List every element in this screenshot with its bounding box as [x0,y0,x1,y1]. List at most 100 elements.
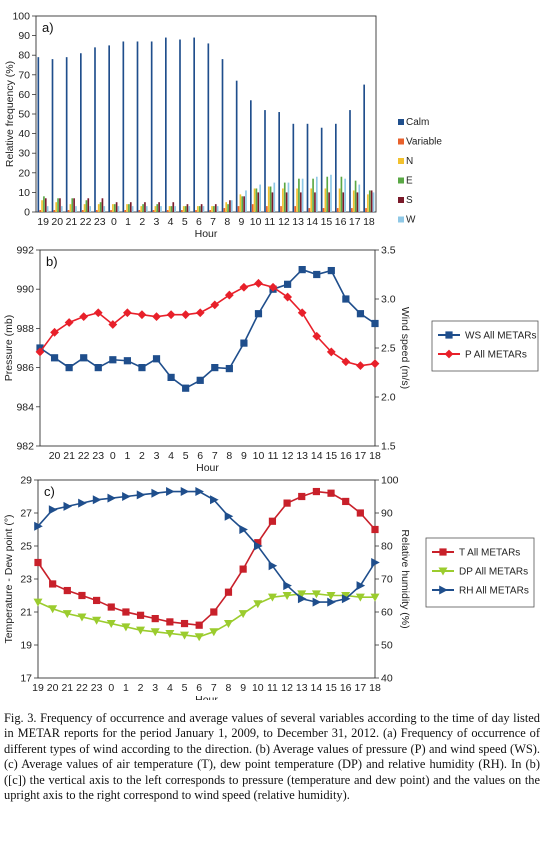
point-dp-all-metars-18 [370,593,380,602]
point-dp-all-metars-3 [150,628,160,637]
bar-n-4 [168,206,171,212]
point-rh-all-metars-3 [151,488,161,498]
bar-variable-13 [294,206,297,212]
x-tick-label: 20 [47,682,59,694]
bar-s-11 [271,192,274,212]
bar-e-13 [298,178,300,212]
point-ws-all-metars-22 [80,354,88,362]
x-tick-label: 0 [110,450,116,462]
point-dp-all-metars-11 [267,593,277,602]
bar-e-7 [213,206,215,212]
y-tick-label: 90 [18,30,30,42]
figure: 0 10 20 30 40 50 60 70 80 90 100 a) Relative frequen… [3,11,539,700]
x-tick-label: 6 [197,450,203,462]
bar-calm-2 [136,41,139,213]
point-t-all-metars-12 [283,499,291,507]
legend-label-s: S [406,195,413,206]
x-tick-label: 1 [123,682,129,694]
bar-variable-18 [365,208,367,212]
point-p-all-metars-13 [297,308,307,318]
point-ws-all-metars-20 [50,354,59,362]
bar-variable-11 [266,206,268,212]
y-tick-label: 988 [16,323,34,335]
bar-calm-15 [320,127,323,212]
bar-n-13 [296,188,298,212]
y-tick-label: 40 [18,128,30,140]
series-line-ws-all-metars [39,268,376,390]
legend-swatch-variable [398,138,404,145]
x-tick-label: 2 [139,450,145,462]
y-tick-label: 20 [18,167,30,179]
bar-calm-17 [349,110,351,212]
x-tick-label: 7 [212,450,218,462]
point-ws-all-metars-4 [167,373,175,381]
x-tick-label: 12 [282,450,294,462]
bar-e-21 [71,198,74,212]
bar-variable-22 [81,210,84,212]
bar-e-18 [368,190,371,212]
point-rh-all-metars-19 [34,521,43,531]
x-tick-label: 4 [168,450,174,462]
point-p-all-metars-1 [122,308,132,318]
plot-frame [37,479,376,679]
y-tick-label: 992 [16,245,34,257]
bar-w-12 [287,182,290,212]
bar-s-8 [229,200,231,212]
series-line-t-all-metars [37,490,376,627]
bar-e-6 [198,206,201,212]
point-t-all-metars-0 [107,603,115,611]
x-tick-label: 16 [340,450,352,462]
x-tick-label: 3 [152,682,158,694]
y-tick-label: 17 [20,673,32,685]
bar-s-15 [328,192,330,212]
legend-swatch-e [398,177,404,184]
bar-w-13 [301,178,304,212]
legend-label-ws-all-metars: WS All METARs [465,331,536,342]
point-dp-all-metars-19 [33,598,43,607]
legend-swatch-w [398,216,404,223]
bar-n-9 [239,194,242,212]
point-dp-all-metars-13 [297,590,307,599]
x-tick-label: 23 [94,216,106,228]
bar-w-16 [344,178,346,212]
bar-calm-14 [306,123,309,212]
point-ws-all-metars-14 [313,270,321,279]
point-ws-all-metars-12 [284,280,292,288]
legend-label-rh-all-metars: RH All METARs [459,586,529,597]
point-t-all-metars-5 [180,619,189,628]
x-tick-label: 9 [238,216,244,228]
x-tick-label: 1 [125,216,131,228]
x-tick-label: 10 [253,450,265,462]
point-t-all-metars-7 [210,608,218,616]
point-t-all-metars-15 [327,489,335,497]
legend-label-w: W [406,215,416,226]
x-tick-label: 9 [241,450,247,462]
y2-tick-label: 3.0 [381,294,396,306]
bar-n-6 [197,206,199,212]
legend-swatch-s [398,197,404,203]
bar-calm-18 [363,84,365,212]
x-tick-label: 5 [183,450,189,462]
point-p-all-metars-12 [283,292,293,302]
bar-n-16 [338,188,341,212]
point-p-all-metars-9 [239,282,249,292]
x-tick-label: 11 [264,216,275,228]
point-dp-all-metars-6 [194,633,204,642]
legend-label-t-all-metars: T All METARs [459,548,520,559]
x-tick-label: 11 [268,450,279,462]
y-tick-label: 23 [20,574,32,586]
x-tick-label: 5 [182,216,188,228]
x-tick-label: 22 [80,216,92,228]
x-tick-label: 8 [226,450,232,462]
bar-n-1 [126,204,128,212]
legend-label-calm: Calm [406,117,429,128]
x-tick-label: 3 [154,450,160,462]
point-p-all-metars-7 [210,300,220,310]
point-ws-all-metars-8 [225,364,233,373]
panel-label: c) [44,484,55,499]
bar-w-20 [60,206,63,212]
x-tick-label: 18 [363,216,375,228]
y2-tick-label: 2.0 [381,392,396,404]
legend-marker-ws-all-metars [445,331,453,339]
bar-calm-20 [51,59,54,213]
